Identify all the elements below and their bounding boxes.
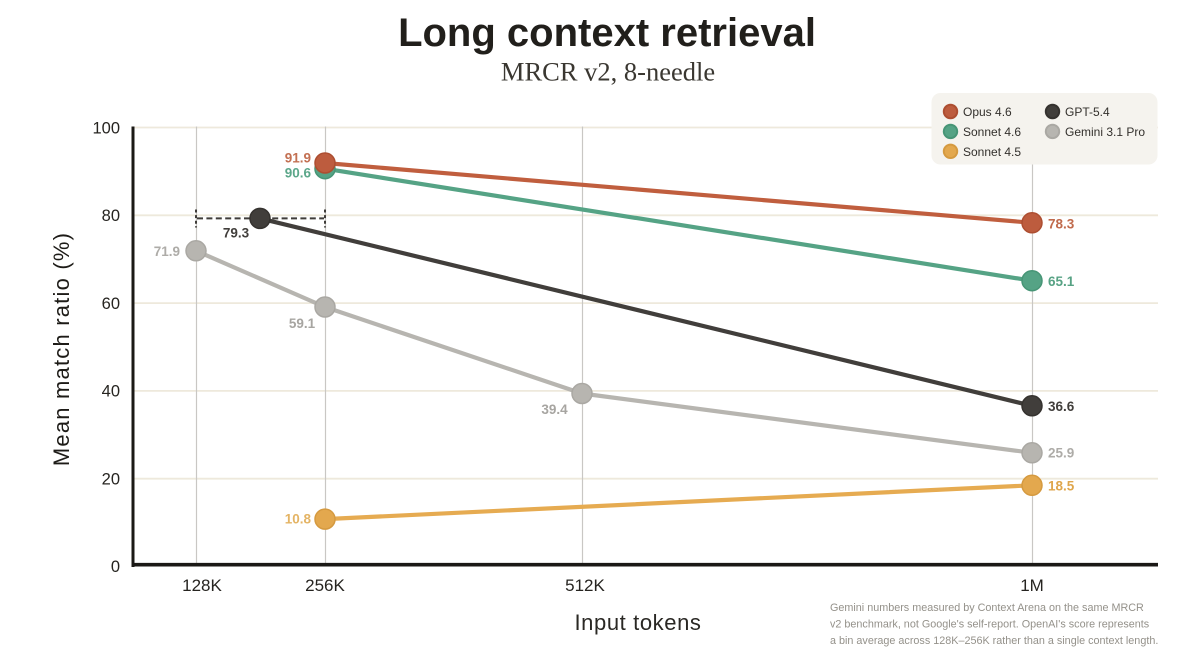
svg-text:80: 80 bbox=[102, 207, 120, 225]
svg-text:60: 60 bbox=[102, 295, 120, 313]
svg-text:79.3: 79.3 bbox=[223, 226, 250, 241]
svg-text:GPT-5.4: GPT-5.4 bbox=[1065, 105, 1110, 119]
svg-text:91.9: 91.9 bbox=[285, 151, 311, 166]
svg-text:40: 40 bbox=[102, 383, 120, 401]
svg-text:Gemini 3.1 Pro: Gemini 3.1 Pro bbox=[1065, 125, 1145, 139]
svg-text:128K: 128K bbox=[182, 576, 222, 595]
svg-text:Sonnet 4.5: Sonnet 4.5 bbox=[963, 145, 1021, 159]
svg-text:256K: 256K bbox=[305, 576, 345, 595]
svg-text:512K: 512K bbox=[565, 576, 605, 595]
svg-text:71.9: 71.9 bbox=[154, 244, 180, 259]
svg-text:59.1: 59.1 bbox=[289, 316, 316, 331]
svg-text:0: 0 bbox=[111, 558, 120, 576]
svg-text:65.1: 65.1 bbox=[1048, 274, 1075, 289]
svg-text:Long context retrieval: Long context retrieval bbox=[398, 11, 816, 55]
svg-text:78.3: 78.3 bbox=[1048, 217, 1075, 232]
svg-text:1M: 1M bbox=[1020, 576, 1044, 595]
svg-text:Mean match ratio (%): Mean match ratio (%) bbox=[49, 232, 74, 466]
svg-text:18.5: 18.5 bbox=[1048, 479, 1075, 494]
svg-text:a bin average across 128K–256K: a bin average across 128K–256K rather th… bbox=[830, 635, 1158, 647]
svg-text:90.6: 90.6 bbox=[285, 166, 312, 181]
svg-text:Input tokens: Input tokens bbox=[574, 610, 701, 635]
svg-text:39.4: 39.4 bbox=[541, 402, 568, 417]
svg-text:v2 benchmark, not Google's sel: v2 benchmark, not Google's self-report. … bbox=[830, 619, 1150, 631]
svg-text:100: 100 bbox=[92, 119, 120, 137]
svg-text:Gemini numbers measured by Con: Gemini numbers measured by Context Arena… bbox=[830, 602, 1144, 614]
svg-text:MRCR v2, 8-needle: MRCR v2, 8-needle bbox=[501, 57, 715, 87]
svg-text:10.8: 10.8 bbox=[285, 512, 312, 527]
svg-text:20: 20 bbox=[102, 471, 120, 489]
svg-text:36.6: 36.6 bbox=[1048, 399, 1075, 414]
svg-text:Sonnet 4.6: Sonnet 4.6 bbox=[963, 125, 1021, 139]
svg-text:25.9: 25.9 bbox=[1048, 446, 1074, 461]
svg-text:Opus 4.6: Opus 4.6 bbox=[963, 105, 1012, 119]
